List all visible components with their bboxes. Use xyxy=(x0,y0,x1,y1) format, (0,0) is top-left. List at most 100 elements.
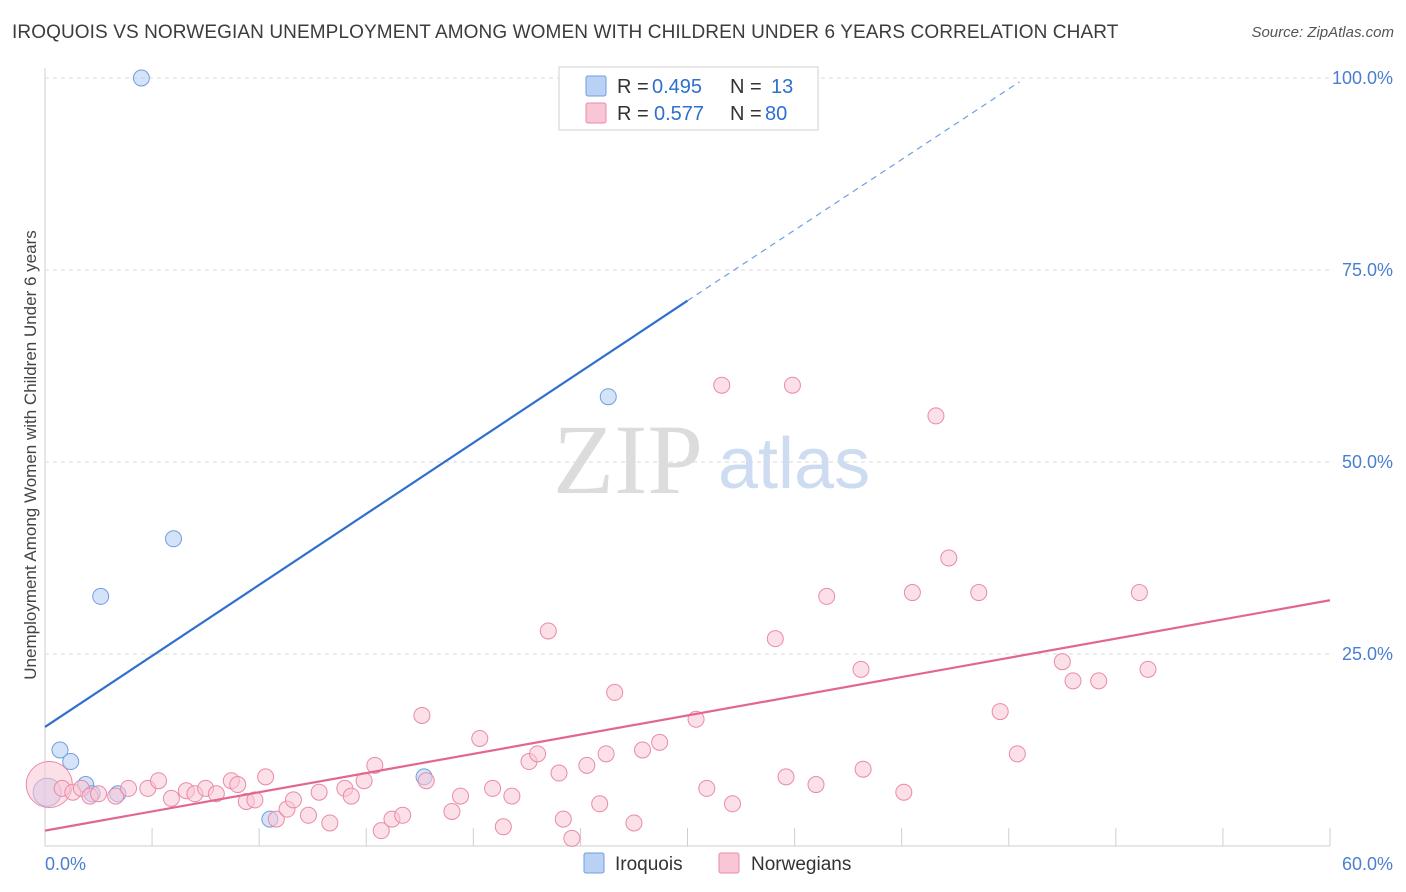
watermark: ZIP atlas xyxy=(553,404,870,515)
iroquois-swatch xyxy=(585,75,607,97)
iroquois-point xyxy=(132,69,150,87)
norwegian-point xyxy=(854,760,872,778)
iroquois-point xyxy=(51,741,69,759)
iroquois-point xyxy=(599,388,617,406)
norwegian-point xyxy=(852,660,870,678)
norwegian-r-label: R = xyxy=(617,103,649,125)
iroquois-n-value: 13 xyxy=(771,76,793,98)
norwegian-point xyxy=(1064,672,1082,690)
y-tick-label: 25.0% xyxy=(1342,644,1393,664)
norwegian-point xyxy=(895,783,913,801)
norwegian-point xyxy=(597,745,615,763)
norwegian-point xyxy=(484,779,502,797)
iroquois-point xyxy=(62,753,80,771)
norwegian-point xyxy=(162,789,180,807)
iroquois-point xyxy=(92,587,110,605)
norwegian-point xyxy=(90,785,108,803)
norwegian-point xyxy=(299,806,317,824)
legend-iroquois-swatch xyxy=(583,852,605,874)
norwegian-point xyxy=(451,787,469,805)
trend-lines xyxy=(44,81,1331,832)
norwegian-point xyxy=(578,756,596,774)
norwegian-point xyxy=(372,822,390,840)
norwegian-point xyxy=(818,587,836,605)
y-axis-label: Unemployment Among Women with Children U… xyxy=(21,230,40,679)
norwegian-swatch xyxy=(585,102,607,124)
iroquois-point xyxy=(165,530,182,548)
norwegian-point xyxy=(698,779,716,797)
norwegian-point xyxy=(413,706,431,724)
y-tick-label: 75.0% xyxy=(1342,260,1393,280)
watermark-atlas: atlas xyxy=(718,424,870,504)
norwegian-point xyxy=(591,795,609,813)
norwegian-point xyxy=(807,776,825,794)
iroquois-points xyxy=(32,69,617,828)
norwegian-point xyxy=(723,795,741,813)
bottom-legend: Iroquois Norwegians xyxy=(583,852,851,875)
y-tick-label: 50.0% xyxy=(1342,452,1393,472)
norwegian-point xyxy=(366,756,384,774)
chart-title: IROQUOIS VS NORWEGIAN UNEMPLOYMENT AMONG… xyxy=(12,22,1119,43)
norwegian-point xyxy=(471,729,489,747)
stats-legend: R = 0.495 N = 13 R = 0.577 N = 80 xyxy=(558,66,819,131)
norwegian-point xyxy=(1139,660,1157,678)
norwegian-point xyxy=(494,818,512,836)
norwegian-n-label: N = xyxy=(730,103,762,125)
norwegian-point xyxy=(991,703,1009,721)
legend-norwegians-label: Norwegians xyxy=(751,854,851,875)
legend-norwegians-swatch xyxy=(718,852,740,874)
norwegian-point xyxy=(651,733,669,751)
norwegian-point xyxy=(634,741,652,759)
norwegian-point xyxy=(107,787,125,805)
norwegian-point xyxy=(625,814,643,832)
norwegian-point xyxy=(257,768,275,786)
norwegian-point xyxy=(120,779,138,797)
iroquois-n-label: N = xyxy=(730,76,762,98)
norwegian-point xyxy=(550,764,568,782)
iroquois-r-value: 0.495 xyxy=(652,76,702,98)
norwegian-point xyxy=(150,772,168,790)
norwegian-point xyxy=(539,622,557,640)
norwegian-r-value: 0.577 xyxy=(654,103,704,125)
norwegian-point xyxy=(342,787,360,805)
norwegian-point xyxy=(777,768,795,786)
norwegian-point xyxy=(563,829,581,847)
x-tick-label: 60.0% xyxy=(1342,854,1393,874)
norwegian-point xyxy=(417,772,435,790)
norwegian-point xyxy=(1090,672,1108,690)
norwegian-point xyxy=(1130,584,1148,602)
norwegian-point xyxy=(927,407,945,425)
watermark-zip: ZIP xyxy=(553,404,703,515)
norwegian-point xyxy=(606,683,624,701)
norwegian-point xyxy=(554,810,572,828)
x-axis-ticks: 0.0% 60.0% xyxy=(45,854,1393,874)
y-tick-label: 100.0% xyxy=(1332,68,1393,88)
norwegian-point xyxy=(229,776,247,794)
norwegian-n-value: 80 xyxy=(765,103,787,125)
norwegian-point xyxy=(903,584,921,602)
norwegian-point xyxy=(940,549,958,567)
iroquois-r-label: R = xyxy=(617,76,649,98)
norwegian-point xyxy=(310,783,328,801)
norwegian-point xyxy=(503,787,521,805)
norwegian-point xyxy=(783,376,801,394)
y-axis-ticks: 25.0% 50.0% 75.0% 100.0% xyxy=(1332,68,1393,664)
norwegian-trend-line xyxy=(44,599,1331,832)
x-tick-label: 0.0% xyxy=(45,854,86,874)
legend-iroquois-label: Iroquois xyxy=(615,854,683,875)
norwegian-point xyxy=(1008,745,1026,763)
source-label: Source: ZipAtlas.com xyxy=(1251,24,1394,41)
norwegian-point xyxy=(284,791,302,809)
norwegian-point xyxy=(394,806,412,824)
iroquois-trend-extension xyxy=(687,81,1020,302)
norwegian-point xyxy=(443,802,461,820)
norwegian-point xyxy=(766,630,784,648)
norwegian-point xyxy=(529,745,547,763)
norwegian-point xyxy=(1053,653,1071,671)
norwegian-point xyxy=(267,810,285,828)
norwegian-point xyxy=(207,785,225,803)
iroquois-trend-line xyxy=(44,299,689,728)
norwegian-points xyxy=(25,376,1157,847)
norwegian-point xyxy=(713,376,731,394)
